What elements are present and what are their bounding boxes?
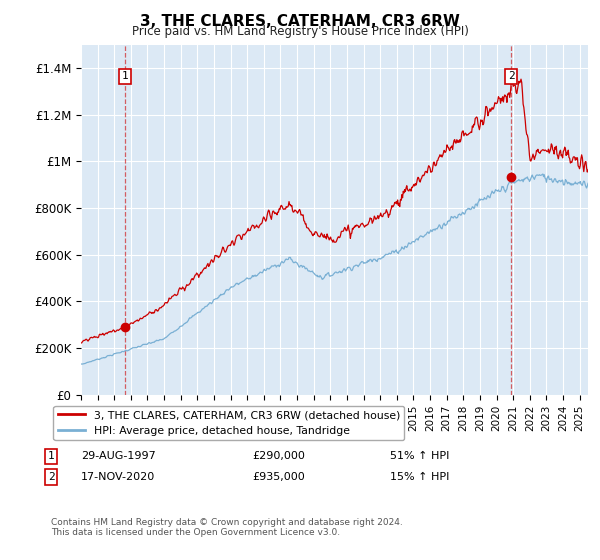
- Legend: 3, THE CLARES, CATERHAM, CR3 6RW (detached house), HPI: Average price, detached : 3, THE CLARES, CATERHAM, CR3 6RW (detach…: [53, 406, 404, 440]
- Text: £290,000: £290,000: [252, 451, 305, 461]
- Text: Contains HM Land Registry data © Crown copyright and database right 2024.
This d: Contains HM Land Registry data © Crown c…: [51, 518, 403, 538]
- Text: 17-NOV-2020: 17-NOV-2020: [81, 472, 155, 482]
- Text: 51% ↑ HPI: 51% ↑ HPI: [390, 451, 449, 461]
- Text: Price paid vs. HM Land Registry's House Price Index (HPI): Price paid vs. HM Land Registry's House …: [131, 25, 469, 38]
- Text: 3, THE CLARES, CATERHAM, CR3 6RW: 3, THE CLARES, CATERHAM, CR3 6RW: [140, 14, 460, 29]
- Text: £935,000: £935,000: [252, 472, 305, 482]
- Text: 2: 2: [508, 71, 515, 81]
- Text: 15% ↑ HPI: 15% ↑ HPI: [390, 472, 449, 482]
- Text: 29-AUG-1997: 29-AUG-1997: [81, 451, 156, 461]
- Text: 1: 1: [122, 71, 128, 81]
- Text: 1: 1: [47, 451, 55, 461]
- Text: 2: 2: [47, 472, 55, 482]
